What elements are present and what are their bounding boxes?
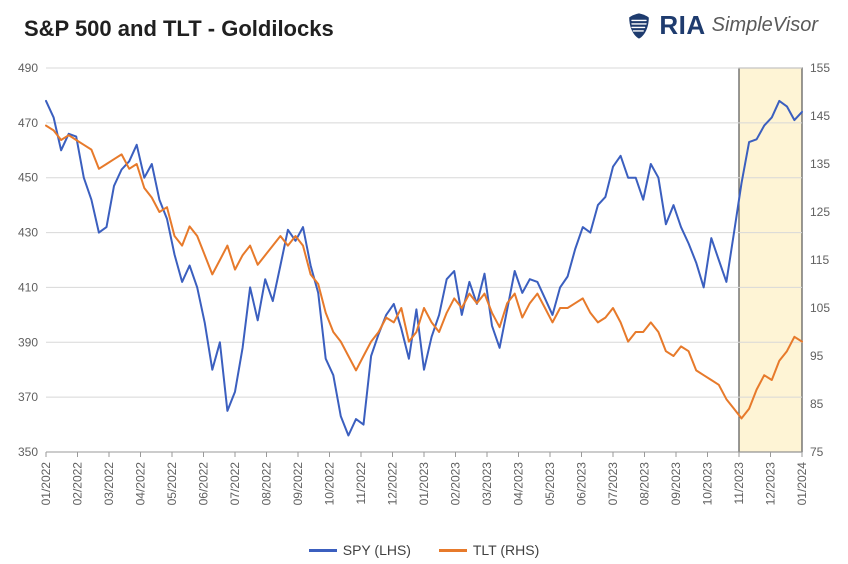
x-tick-label: 11/2023 — [732, 462, 746, 505]
x-tick-label: 04/2023 — [512, 462, 526, 506]
legend-swatch-spy — [309, 549, 337, 552]
x-tick-label: 02/2022 — [71, 462, 85, 506]
y-left-tick: 390 — [18, 335, 38, 349]
x-tick-label: 07/2023 — [606, 462, 620, 506]
x-tick-label: 05/2022 — [165, 462, 179, 506]
x-tick-label: 04/2022 — [134, 462, 148, 506]
y-left-tick: 350 — [18, 445, 38, 459]
x-tick-label: 08/2022 — [260, 462, 274, 506]
y-left-tick: 450 — [18, 171, 38, 185]
legend-item-spy: SPY (LHS) — [309, 542, 411, 558]
x-tick-label: 12/2023 — [764, 462, 778, 506]
y-left-tick: 490 — [18, 61, 38, 75]
x-tick-label: 11/2022 — [354, 462, 368, 505]
x-tick-label: 10/2022 — [323, 462, 337, 506]
y-left-tick: 430 — [18, 226, 38, 240]
x-tick-label: 01/2023 — [417, 462, 431, 506]
y-right-tick: 85 — [810, 397, 824, 411]
legend-label-tlt: TLT (RHS) — [473, 542, 539, 558]
highlight-region — [739, 68, 802, 452]
legend-item-tlt: TLT (RHS) — [439, 542, 539, 558]
chart-title: S&P 500 and TLT - Goldilocks — [24, 16, 334, 42]
x-tick-label: 02/2023 — [449, 462, 463, 506]
legend: SPY (LHS) TLT (RHS) — [0, 539, 848, 559]
x-tick-label: 09/2023 — [669, 462, 683, 506]
x-tick-label: 01/2022 — [39, 462, 53, 506]
x-tick-label: 09/2022 — [291, 462, 305, 506]
x-tick-label: 10/2023 — [701, 462, 715, 506]
y-right-tick: 145 — [810, 109, 830, 123]
legend-swatch-tlt — [439, 549, 467, 552]
x-tick-label: 06/2023 — [575, 462, 589, 506]
y-left-tick: 470 — [18, 116, 38, 130]
legend-label-spy: SPY (LHS) — [343, 542, 411, 558]
series-tlt — [46, 126, 802, 419]
ria-logo-icon — [625, 12, 653, 40]
brand-ria-text: RIA — [659, 10, 705, 41]
x-tick-label: 05/2023 — [543, 462, 557, 506]
chart-svg: 350 370 390 410 430 450 470 490 75 85 95 105 115 125 1… — [0, 50, 848, 520]
chart-area: 350 370 390 410 430 450 470 490 75 85 95 105 115 125 1… — [0, 50, 848, 520]
x-tick-label: 06/2022 — [197, 462, 211, 506]
y-right-tick: 75 — [810, 445, 824, 459]
y-left-tick: 410 — [18, 280, 38, 294]
y-right-tick: 95 — [810, 349, 824, 363]
brand-block: RIA SimpleVisor — [625, 10, 818, 41]
x-tick-label: 08/2023 — [638, 462, 652, 506]
x-tick-label: 03/2023 — [480, 462, 494, 506]
x-tick-label: 03/2022 — [102, 462, 116, 506]
brand-simplevisor-text: SimpleVisor — [712, 14, 818, 37]
x-tick-label: 12/2022 — [386, 462, 400, 506]
x-tick-label: 07/2022 — [228, 462, 242, 506]
y-left-tick: 370 — [18, 390, 38, 404]
x-tick-label: 01/2024 — [795, 462, 809, 506]
series-spy — [46, 101, 802, 436]
y-right-tick: 125 — [810, 205, 830, 219]
y-right-tick: 155 — [810, 61, 830, 75]
y-right-tick: 115 — [810, 253, 829, 267]
y-right-tick: 105 — [810, 301, 830, 315]
y-right-tick: 135 — [810, 157, 830, 171]
